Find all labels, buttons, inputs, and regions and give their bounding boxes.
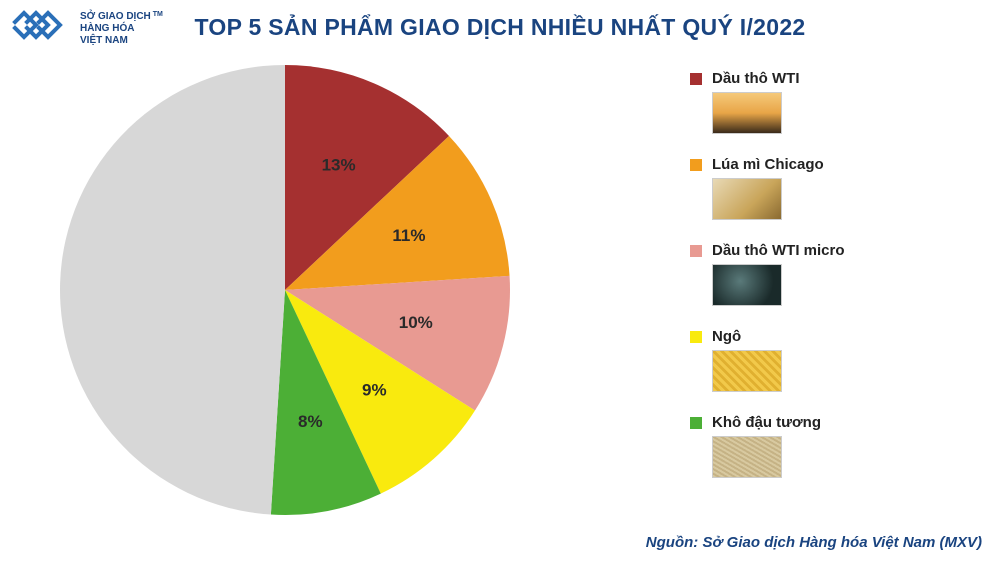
legend-color-mark [690, 245, 702, 257]
legend-color-mark [690, 331, 702, 343]
pie-slice-label: 10% [399, 313, 433, 332]
legend-label: Dầu thô WTI [712, 70, 799, 87]
legend-color-mark [690, 73, 702, 85]
legend-row: Dầu thô WTI [690, 70, 970, 87]
legend: Dầu thô WTI Lúa mì Chicago Dầu thô WTI mic… [690, 70, 970, 478]
pie-slice-label: 11% [392, 226, 425, 245]
source-text: Nguồn: Sở Giao dịch Hàng hóa Việt Nam (M… [646, 534, 982, 551]
legend-item: Lúa mì Chicago [690, 156, 970, 220]
logo: SỞ GIAO DỊCHTM HÀNG HÓA VIỆT NAM [12, 10, 163, 48]
legend-thumbnail [712, 436, 782, 478]
logo-line1: SỞ GIAO DỊCH [80, 11, 151, 22]
legend-label: Dầu thô WTI micro [712, 242, 845, 259]
legend-thumbnail [712, 92, 782, 134]
pie-slice-label: 8% [298, 412, 323, 431]
legend-color-mark [690, 417, 702, 429]
legend-thumbnail [712, 264, 782, 306]
legend-item: Dầu thô WTI [690, 70, 970, 134]
pie-chart: 13% 11% 10% 9% 8% [50, 55, 520, 525]
legend-row: Khô đậu tương [690, 414, 970, 431]
legend-color-mark [690, 159, 702, 171]
pie-slice-label: 13% [322, 156, 356, 175]
logo-mark-icon [12, 10, 72, 48]
legend-label: Khô đậu tương [712, 414, 821, 431]
legend-thumbnail [712, 350, 782, 392]
legend-label: Lúa mì Chicago [712, 156, 824, 173]
legend-item: Ngô [690, 328, 970, 392]
legend-row: Lúa mì Chicago [690, 156, 970, 173]
pie-slice-label: 9% [362, 381, 387, 400]
legend-label: Ngô [712, 328, 741, 345]
legend-item: Dầu thô WTI micro [690, 242, 970, 306]
legend-row: Dầu thô WTI micro [690, 242, 970, 259]
pie-slice-other [60, 65, 285, 515]
legend-thumbnail [712, 178, 782, 220]
page-title: TOP 5 SẢN PHẨM GIAO DỊCH NHIỀU NHẤT QUÝ … [150, 14, 850, 41]
legend-item: Khô đậu tương [690, 414, 970, 478]
legend-row: Ngô [690, 328, 970, 345]
